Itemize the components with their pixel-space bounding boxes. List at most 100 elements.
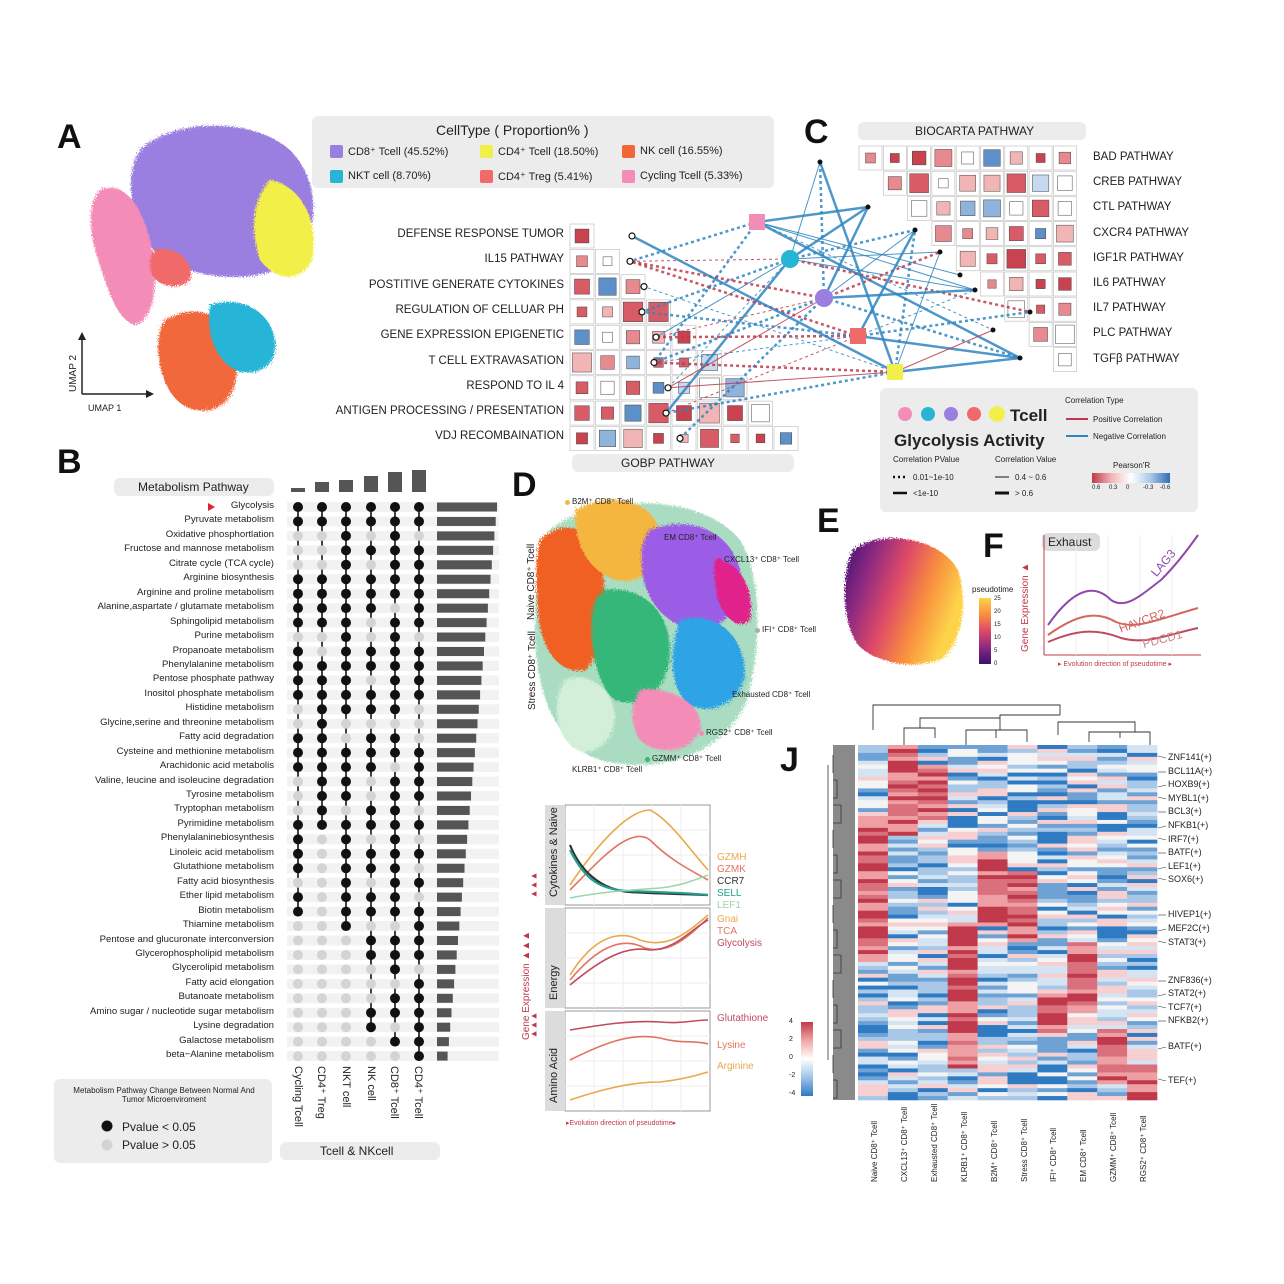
- heatmap-gene-label: TCF7(+): [1168, 1002, 1202, 1012]
- heatmap-gene-label: ZNF141(+): [1168, 752, 1212, 762]
- upset-dot: [390, 1051, 400, 1062]
- gobp-anchor: [662, 409, 670, 417]
- cluster-cd4-tcell: [254, 180, 314, 277]
- umap-scatter-a: [90, 125, 314, 411]
- heatmap-cell: [887, 796, 919, 801]
- heatmap-cell: [1067, 977, 1098, 982]
- heatmap-cell: [1007, 819, 1038, 825]
- heatmap-cell: [977, 1005, 1008, 1010]
- gobp-cell-fill: [574, 405, 590, 421]
- heatmap-cell: [947, 1009, 978, 1014]
- heatmap-cell: [1007, 752, 1038, 758]
- heatmap-cell: [887, 808, 919, 813]
- heatmap-cell: [1007, 958, 1038, 963]
- upset-dot: [317, 791, 327, 801]
- heatmap-cell: [858, 863, 889, 868]
- network-edge: [629, 220, 758, 263]
- heatmap-cell: [1127, 788, 1158, 793]
- heatmap-cell: [887, 760, 919, 766]
- line-style-swatches: [893, 475, 1009, 495]
- heatmap-cell: [1067, 1036, 1098, 1042]
- gobp-cell-fill: [576, 432, 588, 445]
- heatmap-cell: [917, 1072, 948, 1077]
- heatmap-cell: [1007, 989, 1038, 994]
- gobp-cell-fill: [574, 228, 590, 244]
- heatmap-cell: [1007, 1005, 1038, 1010]
- heatmap-cell: [858, 930, 889, 935]
- heatmap-cell: [947, 930, 978, 935]
- upset-dot: [293, 675, 303, 686]
- heatmap-cell: [1127, 768, 1158, 773]
- heatmap-cell: [917, 1096, 948, 1101]
- heatmap-cell: [917, 898, 948, 904]
- heatmap-cell: [1127, 839, 1158, 844]
- heatmap-cell: [1007, 1044, 1038, 1050]
- biocarta-cell-fill: [1058, 151, 1071, 165]
- heatmap-cell: [947, 847, 978, 852]
- biocarta-cell-fill: [1055, 324, 1075, 344]
- tcell-nkcell-label: Tcell & NKcell: [320, 1144, 394, 1158]
- heatmap-cell: [1037, 816, 1068, 821]
- gene-leader: [1157, 928, 1167, 932]
- biocarta-label: BAD PATHWAY: [1093, 151, 1174, 163]
- network-edge: [641, 310, 859, 338]
- heatmap-cell: [1097, 918, 1128, 923]
- heatmap-cell: [917, 1013, 948, 1018]
- heatmap-cell: [917, 819, 948, 825]
- heatmap-cell: [887, 890, 919, 896]
- legend-swatch: [480, 145, 493, 158]
- legend-swatch: [330, 145, 343, 158]
- heatmap-cell: [917, 1017, 948, 1022]
- upset-dot: [414, 921, 424, 932]
- heatmap-cell: [1127, 752, 1158, 758]
- heatmap-cell: [1037, 1068, 1068, 1073]
- heatmap-scale-tick: -2: [789, 1072, 796, 1079]
- heatmap-cell: [887, 1009, 919, 1014]
- gene-leader: [1157, 877, 1167, 881]
- upset-dot: [366, 791, 376, 801]
- upset-dot: [390, 819, 400, 830]
- heatmap-cell: [887, 950, 919, 955]
- umap-d-dot: [699, 731, 704, 736]
- heatmap-cell: [887, 930, 919, 935]
- heatmap-cell: [1097, 772, 1128, 777]
- heatmap-cell: [1037, 1044, 1068, 1050]
- heatmap-cell: [1097, 839, 1128, 844]
- heatmap-cell: [1037, 910, 1068, 915]
- heatmap-cell: [947, 989, 978, 994]
- heatmap-cell: [1037, 950, 1068, 955]
- heatmap-j: [827, 704, 1167, 1101]
- upset-dot: [341, 1022, 351, 1033]
- heatmap-cell: [858, 756, 889, 762]
- heatmap-cell: [947, 1005, 978, 1010]
- heatmap-cell: [947, 772, 978, 777]
- pseudotime-umap-e: [844, 538, 963, 665]
- biocarta-cell-fill: [962, 228, 973, 239]
- biocarta-cell-fill: [1058, 353, 1072, 367]
- heatmap-cell: [887, 1084, 919, 1089]
- heatmap-cell: [1067, 875, 1098, 880]
- upset-dot: [414, 877, 424, 888]
- heatmap-cell: [977, 973, 1008, 979]
- heatmap-cell: [947, 756, 978, 762]
- upset-dot: [293, 906, 303, 917]
- heatmap-cell: [917, 839, 948, 844]
- heatmap-cell: [1007, 1009, 1038, 1014]
- heatmap-cell: [1007, 867, 1038, 872]
- heatmap-cell: [977, 764, 1008, 769]
- upset-dot: [293, 574, 303, 585]
- heatmap-scale-tick: 0: [789, 1054, 793, 1061]
- heatmap-cell: [858, 839, 889, 844]
- heatmap-cell: [977, 993, 1008, 998]
- heatmap-cell: [917, 1080, 948, 1085]
- upset-dot: [341, 892, 351, 903]
- upset-dot: [317, 530, 327, 541]
- upset-dot: [414, 704, 424, 715]
- heatmap-cell: [1097, 1084, 1128, 1089]
- upset-dot: [293, 559, 303, 570]
- heatmap-cell: [1067, 867, 1098, 872]
- heatmap-cell: [1127, 776, 1158, 781]
- heatmap-cell: [977, 922, 1008, 927]
- heatmap-cell: [1037, 906, 1068, 911]
- pearson-tick: 0: [1126, 485, 1130, 491]
